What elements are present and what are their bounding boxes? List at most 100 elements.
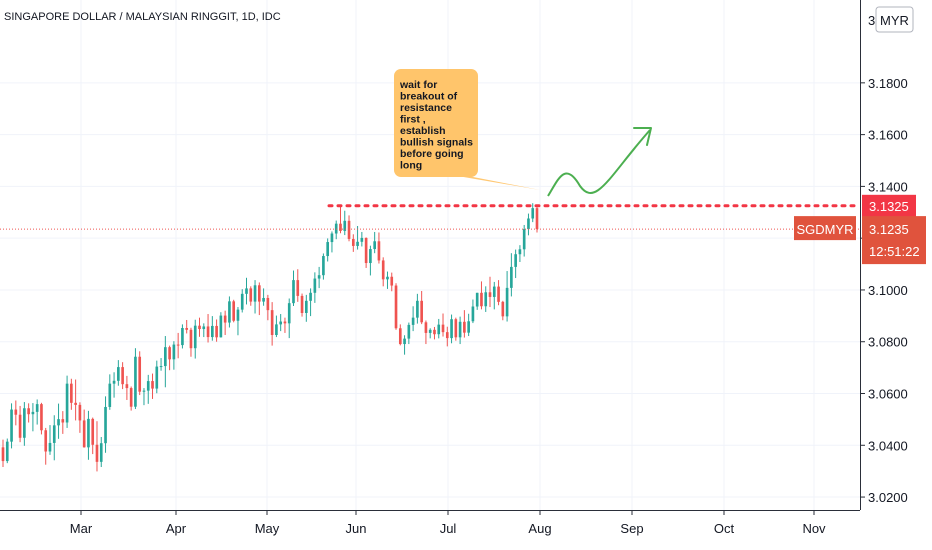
candle-body — [527, 218, 530, 230]
candle-body — [95, 444, 99, 462]
callout-box — [394, 69, 478, 177]
candle-body — [27, 408, 30, 415]
candle-body — [164, 347, 167, 367]
candle-body — [300, 295, 304, 313]
candle-body — [249, 288, 253, 302]
candle-body — [159, 366, 163, 368]
candle-body — [275, 324, 278, 335]
candle-body — [10, 409, 13, 442]
candle-body — [232, 301, 236, 321]
countdown-label: 12:51:22 — [869, 244, 920, 259]
candle-body — [129, 388, 133, 407]
candle-body — [360, 237, 364, 242]
candle-body — [138, 356, 142, 392]
candle-body — [125, 384, 129, 389]
candle-body — [386, 276, 389, 280]
candle-body — [492, 286, 496, 297]
time-tick-label: Nov — [802, 521, 826, 536]
candle-body — [206, 326, 210, 338]
candle-body — [121, 367, 124, 385]
candle-body — [181, 328, 184, 346]
price-tick-label: 3.1600 — [868, 128, 908, 143]
candle-body — [407, 324, 411, 339]
time-tick-label: Oct — [714, 521, 735, 536]
candle-body — [471, 306, 475, 322]
currency-label: MYR — [880, 13, 909, 28]
candle-body — [18, 414, 22, 438]
chart-title: SINGAPORE DOLLAR / MALAYSIAN RINGGIT, 1D… — [4, 11, 281, 23]
candle-body — [155, 366, 159, 389]
candle-body — [334, 223, 338, 234]
candle-body — [257, 285, 261, 302]
resistance-price-tag — [862, 194, 916, 217]
candle-body — [522, 229, 526, 250]
last-price-label: 3.1235 — [869, 222, 909, 237]
candle-body — [142, 390, 146, 392]
candle-body — [219, 315, 223, 338]
candle-body — [211, 325, 214, 338]
price-axis[interactable]: 3.02003.04003.06003.08003.10003.12003.14… — [860, 13, 908, 505]
last-price-tag — [862, 216, 926, 265]
candle-body — [424, 322, 428, 333]
candle-body — [266, 297, 270, 311]
candle-body — [454, 319, 458, 338]
callout-pointer — [440, 173, 540, 190]
price-tick-label: 3.1800 — [868, 76, 908, 91]
candle-body — [475, 292, 479, 307]
candle-body — [377, 241, 381, 261]
time-tick-label: Apr — [166, 521, 187, 536]
candle-body — [236, 309, 240, 321]
candle-body — [433, 329, 436, 335]
price-tick-label: 3. — [868, 13, 879, 28]
candle-body — [48, 442, 52, 452]
candle-body — [428, 329, 432, 333]
time-axis[interactable]: Mar Apr May Jun Jul Aug Sep Oct Nov — [70, 510, 826, 536]
candle-body — [411, 317, 415, 325]
annotation-callout[interactable]: wait for breakout of resistance first , esta… — [394, 69, 540, 190]
candle-body — [480, 292, 483, 307]
candle-body — [134, 356, 137, 407]
price-tick-label: 3.0400 — [868, 438, 908, 453]
candle-body — [304, 300, 308, 313]
time-tick-label: Jun — [346, 521, 367, 536]
candle-body — [57, 419, 60, 426]
candle-body — [458, 321, 462, 338]
candle-body — [35, 404, 39, 412]
candle-body — [189, 329, 193, 349]
candle-body — [356, 241, 359, 246]
candle-body — [5, 441, 9, 462]
candle-body — [40, 404, 43, 431]
currency-button[interactable]: MYR — [875, 6, 914, 33]
candle-body — [14, 409, 18, 415]
candle-body — [31, 411, 35, 415]
candle-body — [172, 344, 176, 360]
candle-body — [322, 256, 325, 276]
candle-body — [228, 301, 231, 323]
candle-body — [245, 288, 248, 294]
candle-body — [44, 430, 48, 452]
candle-body — [463, 321, 466, 333]
candle-body — [351, 238, 355, 246]
candle-body — [343, 220, 347, 231]
candle-body — [317, 275, 321, 279]
candle-body — [193, 325, 197, 349]
candle-body — [309, 292, 312, 301]
projection-arrow-path — [547, 129, 651, 197]
candle-body — [117, 367, 120, 381]
candle-body — [151, 381, 154, 389]
candle-body — [292, 280, 295, 304]
candle-body — [262, 297, 265, 302]
symbol-tag-label: SGDMYR — [796, 222, 853, 237]
symbol-tag — [794, 216, 856, 241]
candle-body — [61, 419, 65, 423]
candle-body — [369, 249, 372, 264]
candle-body — [146, 381, 150, 391]
candle-body — [52, 425, 56, 443]
price-tags: 3.1325 SGDMYR 3.1235 12:51:22 — [794, 194, 926, 265]
candle-body — [279, 321, 283, 325]
candle-body — [99, 443, 103, 462]
price-tick-label: 3.1000 — [868, 283, 908, 298]
price-tick-label: 3.1400 — [868, 179, 908, 194]
candle-body — [215, 325, 218, 338]
